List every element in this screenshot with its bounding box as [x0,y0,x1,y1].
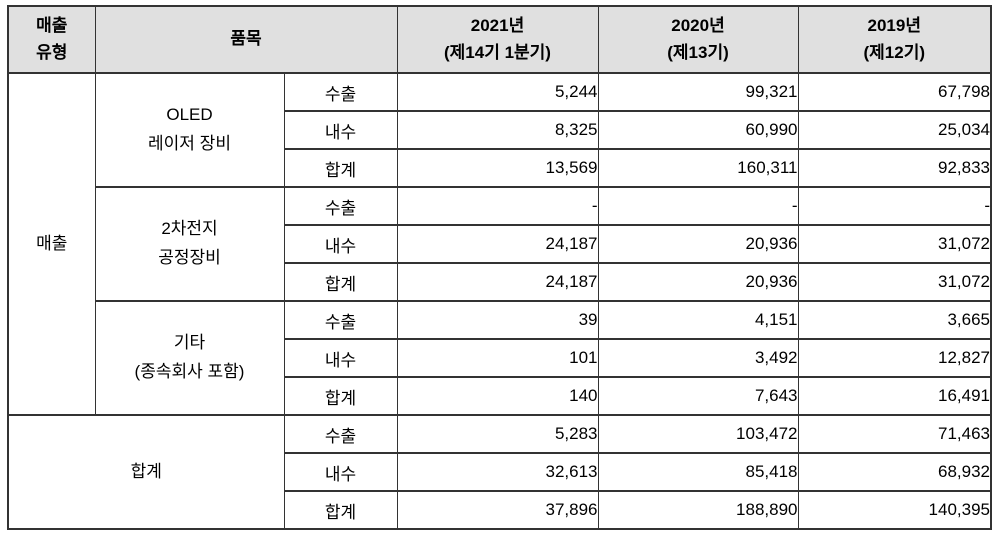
cell-value-2019: 68,932 [797,452,992,492]
table-row: 내수 32,613 85,418 68,932 [8,452,992,492]
header-year-2019: 2019년 (제12기) [797,5,992,74]
cell-value-2021: 39 [396,300,599,340]
cell-sales-type: 매출 [7,72,96,416]
cell-value-2021: 101 [396,338,599,378]
cell-row-label: 수출 [283,72,398,112]
cell-value-2021: 5,283 [396,414,599,454]
cell-value-2020: 188,890 [597,490,799,530]
table-row: 합계 13,569 160,311 92,833 [8,148,992,188]
cell-value-2019: 31,072 [797,262,992,302]
cell-row-label: 내수 [283,452,398,492]
cell-item-battery-equip: 2차전지 공정장비 [94,186,285,302]
cell-value-2019: 92,833 [797,148,992,188]
cell-value-2021: 5,244 [396,72,599,112]
cell-item-oled-laser: OLED 레이저 장비 [94,72,285,188]
header-item: 품목 [94,5,398,74]
table-row: 내수 101 3,492 12,827 [8,338,992,378]
cell-value-2020: 7,643 [597,376,799,416]
cell-value-2021: 140 [396,376,599,416]
cell-value-2020: 160,311 [597,148,799,188]
cell-row-label: 수출 [283,186,398,226]
cell-value-2019: 25,034 [797,110,992,150]
cell-value-2021: 24,187 [396,224,599,264]
header-row: 매출 유형 품목 2021년 (제14기 1분기) 2020년 (제13기) 2… [7,5,992,74]
cell-row-label: 합계 [283,490,398,530]
cell-value-2021: 8,325 [396,110,599,150]
cell-value-2020: 20,936 [597,262,799,302]
cell-item-other: 기타 (종속회사 포함) [94,300,285,416]
table-row: 매출 OLED 레이저 장비 수출 5,244 99,321 67,798 [7,72,992,416]
table-row: 합계 24,187 20,936 31,072 [8,262,992,302]
table-row: 합계 37,896 188,890 140,395 [8,490,992,530]
cell-value-2021: 32,613 [396,452,599,492]
cell-row-label: 수출 [283,300,398,340]
cell-value-2020: 85,418 [597,452,799,492]
header-sales-type: 매출 유형 [7,5,96,74]
cell-value-2020: 4,151 [597,300,799,340]
table-row: 합계 140 7,643 16,491 [8,376,992,416]
table-row: 2차전지 공정장비 수출 - - - [8,186,992,302]
table-row: 내수 8,325 60,990 25,034 [8,110,992,150]
cell-value-2021: 13,569 [396,148,599,188]
sales-by-product-table: 매출 유형 품목 2021년 (제14기 1분기) 2020년 (제13기) 2… [7,5,992,530]
cell-value-2019: 31,072 [797,224,992,264]
header-year-2020: 2020년 (제13기) [597,5,799,74]
cell-row-label: 합계 [283,376,398,416]
cell-value-2019: 12,827 [797,338,992,378]
cell-value-2021: 37,896 [396,490,599,530]
cell-value-2020: 20,936 [597,224,799,264]
cell-row-label: 합계 [283,148,398,188]
cell-value-2020: 3,492 [597,338,799,378]
cell-item-total: 합계 [7,414,285,530]
cell-row-label: 합계 [283,262,398,302]
table-row: 합계 수출 5,283 103,472 71,463 [7,414,992,530]
cell-value-2021: 24,187 [396,262,599,302]
cell-value-2020: 99,321 [597,72,799,112]
cell-value-2021: - [396,186,599,226]
header-year-2021: 2021년 (제14기 1분기) [396,5,599,74]
cell-value-2019: 16,491 [797,376,992,416]
table-row: 내수 24,187 20,936 31,072 [8,224,992,264]
cell-row-label: 내수 [283,338,398,378]
cell-value-2019: 67,798 [797,72,992,112]
cell-value-2020: 103,472 [597,414,799,454]
cell-row-label: 내수 [283,224,398,264]
cell-value-2019: 3,665 [797,300,992,340]
cell-row-label: 내수 [283,110,398,150]
cell-value-2019: 71,463 [797,414,992,454]
cell-row-label: 수출 [283,414,398,454]
cell-value-2019: - [797,186,992,226]
cell-value-2020: 60,990 [597,110,799,150]
cell-value-2019: 140,395 [797,490,992,530]
table-row: 기타 (종속회사 포함) 수출 39 4,151 3,665 [8,300,992,416]
cell-value-2020: - [597,186,799,226]
